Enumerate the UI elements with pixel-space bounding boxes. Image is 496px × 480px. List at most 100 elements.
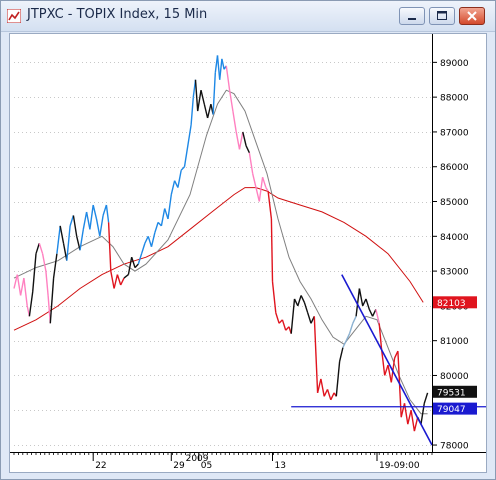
x-tick-label: 22: [95, 461, 106, 471]
price-segment: [28, 291, 34, 317]
price-segment: [203, 103, 209, 119]
price-segment: [69, 215, 75, 227]
price-segment: [303, 302, 309, 314]
y-tick-label: 87000: [440, 128, 469, 138]
price-segment: [102, 204, 108, 216]
price-segment: [41, 253, 47, 272]
price-segment: [16, 274, 22, 296]
close-button[interactable]: [459, 7, 485, 25]
price-segment: [19, 277, 25, 296]
price-segment: [92, 204, 98, 220]
price-segment: [127, 257, 133, 275]
price-segment: [116, 274, 122, 286]
price-segment: [110, 270, 115, 289]
slow-moving-average-line: [13, 187, 424, 331]
grid: [14, 62, 432, 446]
y-tick-label: 84000: [440, 233, 469, 243]
price-segment: [265, 187, 269, 192]
price-segment: [212, 72, 216, 115]
price-segment: [365, 298, 370, 310]
x-tick-label: 29: [173, 461, 185, 471]
price-segment: [95, 218, 101, 237]
x-tick-label: 13: [275, 461, 286, 471]
y-tick-label: 83000: [440, 268, 469, 278]
price-segment: [38, 243, 44, 254]
price-segment: [238, 131, 244, 150]
price-segment: [290, 298, 296, 334]
price-segment: [177, 170, 182, 188]
minimize-icon: [408, 18, 416, 20]
price-segment: [49, 277, 55, 324]
price-segment: [137, 253, 143, 265]
price-segment: [384, 364, 389, 376]
price-segment: [66, 225, 71, 261]
close-icon: [467, 11, 477, 21]
price-segment: [358, 288, 364, 307]
price-segment: [261, 176, 267, 188]
y-tick-label: 85000: [440, 198, 469, 208]
price-segment: [167, 194, 172, 220]
price-segment: [194, 79, 199, 112]
y-tick-label: 88000: [440, 94, 469, 104]
price-segment: [99, 215, 104, 237]
price-segment: [271, 281, 277, 313]
price-segment: [248, 152, 254, 174]
price-segment: [413, 417, 419, 432]
price-segment: [316, 378, 322, 394]
minimize-button[interactable]: [399, 7, 425, 25]
maximize-icon: [437, 11, 447, 20]
price-segment: [206, 103, 212, 119]
price-label-text: 79531: [437, 388, 466, 398]
price-segment: [225, 65, 231, 91]
price-labels: 82103 79531 79047: [433, 296, 477, 415]
price-segment: [62, 243, 68, 261]
price-segment: [120, 277, 125, 286]
y-tick-label: 89000: [440, 59, 469, 69]
title-bar[interactable]: JTPXC - TOPIX Index, 15 Min: [1, 1, 495, 32]
price-segment: [200, 90, 205, 105]
price-segment: [423, 392, 429, 404]
price-segment: [35, 243, 40, 254]
price-segment: [362, 298, 367, 307]
price-segment: [407, 410, 412, 425]
price-segment: [267, 190, 273, 219]
price-segment: [107, 222, 112, 272]
fast-moving-average-line: [13, 89, 428, 415]
price-label-text: 82103: [437, 299, 466, 309]
chart-area[interactable]: 8900088000870008600085000840008300082000…: [9, 33, 492, 473]
price-segment: [134, 263, 139, 269]
maximize-button[interactable]: [429, 7, 455, 25]
price-series: [13, 55, 429, 432]
price-segment: [89, 204, 94, 230]
price-segment: [235, 131, 241, 150]
price-segment: [297, 295, 302, 307]
price-label-box: [433, 385, 477, 398]
price-segment: [216, 55, 221, 80]
price-segment: [183, 124, 192, 167]
price-segment: [252, 173, 257, 188]
price-label-box: [433, 402, 477, 415]
price-segment: [170, 180, 176, 195]
price-segment: [345, 333, 351, 341]
price-label-text: 79047: [437, 405, 466, 415]
price-segment: [180, 166, 186, 171]
price-segment: [378, 323, 383, 348]
price-segment: [323, 389, 329, 397]
price-segment: [140, 243, 146, 254]
moving-averages: [13, 89, 428, 415]
price-segment: [113, 274, 119, 289]
price-segment: [380, 347, 386, 376]
x-year-label: 2009: [186, 454, 209, 464]
chart-svg[interactable]: 8900088000870008600085000840008300082000…: [10, 34, 492, 472]
price-segment: [150, 232, 156, 247]
price-segment: [144, 236, 149, 244]
price-segment: [270, 218, 274, 282]
price-segment: [13, 274, 18, 289]
price-segment: [300, 295, 306, 303]
price-segment: [387, 364, 392, 383]
price-segment: [173, 180, 179, 188]
price-segment: [307, 312, 312, 324]
price-segment: [190, 97, 194, 126]
price-segment: [338, 347, 344, 362]
chart-background: [10, 34, 486, 472]
